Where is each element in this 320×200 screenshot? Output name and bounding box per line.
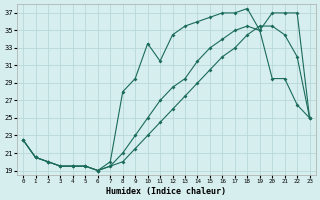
X-axis label: Humidex (Indice chaleur): Humidex (Indice chaleur) (106, 187, 226, 196)
